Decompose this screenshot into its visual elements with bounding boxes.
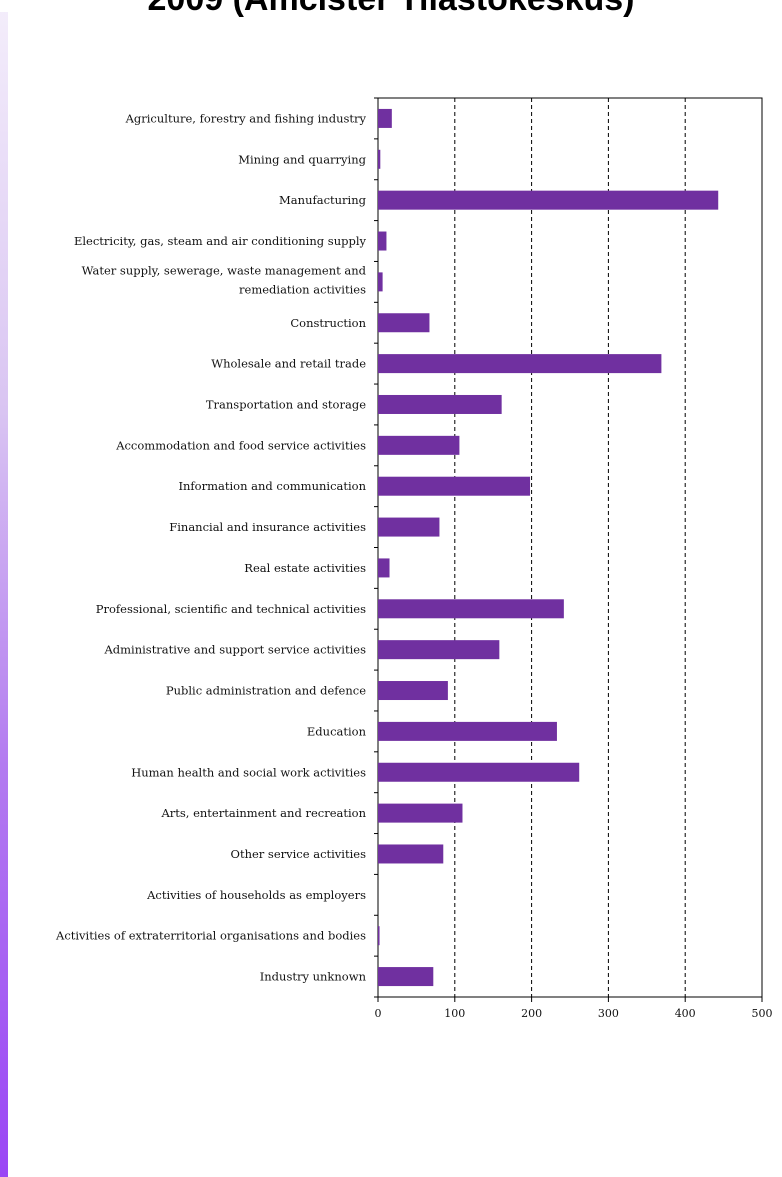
category-label: Water supply, sewerage, waste management… (82, 263, 367, 277)
x-tick-label: 300 (598, 1007, 619, 1020)
category-label: Other service activities (231, 847, 367, 861)
category-label: remediation activities (239, 282, 366, 296)
category-label: Manufacturing (279, 193, 367, 207)
bar-19 (378, 844, 444, 864)
bar-3 (378, 190, 719, 210)
bar-9 (378, 435, 460, 455)
bar-17 (378, 762, 580, 782)
category-label: Administrative and support service activ… (103, 643, 366, 657)
category-label: Transportation and storage (206, 397, 366, 411)
bar-13 (378, 599, 564, 619)
category-label: Information and communication (178, 479, 366, 493)
category-label: Wholesale and retail trade (211, 357, 366, 371)
category-label: Agriculture, forestry and fishing indust… (125, 111, 367, 125)
bar-4 (378, 231, 387, 251)
category-label: Mining and quarrying (238, 152, 366, 166)
category-label: Accommodation and food service activitie… (115, 438, 366, 452)
x-tick-label: 400 (675, 1007, 696, 1020)
x-tick-label: 200 (521, 1007, 542, 1020)
category-label: Education (307, 724, 367, 738)
category-label: Professional, scientific and technical a… (96, 602, 366, 616)
bar-11 (378, 517, 440, 537)
bar-chart: 0 100 200 300 400 500 Agriculture, forestry an… (55, 97, 773, 1020)
bar-12 (378, 558, 390, 578)
bar-18 (378, 803, 463, 823)
category-label: Construction (290, 316, 366, 330)
bar-10 (378, 476, 531, 496)
bar-15 (378, 681, 448, 701)
bar-14 (378, 640, 500, 660)
bar-16 (378, 721, 557, 741)
bar-7 (378, 354, 662, 374)
x-tick-label: 500 (752, 1007, 773, 1020)
category-label: Electricity, gas, steam and air conditio… (74, 234, 367, 248)
category-label: Industry unknown (260, 970, 367, 984)
category-label: Activities of households as employers (146, 888, 366, 902)
bar-2 (378, 149, 381, 169)
category-label: Arts, entertainment and recreation (160, 806, 366, 820)
title-band (0, 0, 782, 12)
bar-21 (378, 926, 380, 946)
bar-1 (378, 108, 392, 128)
left-accent-stripe (0, 0, 8, 1177)
x-tick-label: 0 (375, 1007, 382, 1020)
bar-22 (378, 967, 434, 987)
category-label: Financial and insurance activities (169, 520, 366, 534)
category-label: Real estate activities (244, 561, 366, 575)
category-label: Public administration and defence (166, 684, 366, 698)
bar-6 (378, 313, 430, 333)
category-label: Human health and social work activities (131, 765, 366, 779)
x-tick-label: 100 (444, 1007, 465, 1020)
chart-panel: 0 100 200 300 400 500 Agriculture, forestry an… (8, 22, 782, 1177)
bar-5 (378, 272, 383, 292)
slide-title: 2009 (Amcister Tilastokeskus) (0, 0, 782, 19)
bar-8 (378, 394, 502, 414)
category-label: Activities of extraterritorial organisat… (55, 929, 366, 943)
